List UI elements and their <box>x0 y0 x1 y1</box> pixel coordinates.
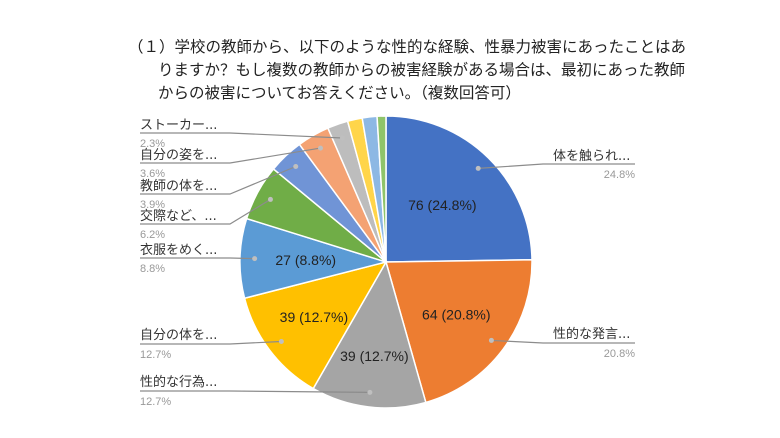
data-label: 39 (12.7%) <box>280 309 348 325</box>
leader-dot <box>317 145 323 151</box>
percent-label: 3.9% <box>140 199 165 211</box>
leader-line <box>140 257 255 260</box>
chart-title: （１）学校の教師から、以下のような性的な経験、性暴力被害にあったことはありますか… <box>128 38 687 102</box>
leader-dot <box>252 256 258 262</box>
leader-dot <box>278 339 284 345</box>
leader-dot <box>475 165 481 171</box>
category-label: 自分の体を... <box>140 328 217 343</box>
category-label: 性的な発言... <box>553 326 630 342</box>
percent-label: 8.8% <box>140 263 165 275</box>
leader-line <box>140 147 321 164</box>
category-label: 体を触られ... <box>553 149 630 164</box>
percent-label: 24.8% <box>604 169 635 181</box>
pie-slice <box>385 258 533 404</box>
category-label: 教師の体を... <box>140 178 217 194</box>
leader-dot <box>293 164 299 170</box>
pie-slice <box>376 115 387 263</box>
leader-line <box>478 163 635 169</box>
data-label: 64 (20.8%) <box>422 306 490 322</box>
category-label: ストーカー... <box>140 118 217 133</box>
leader-dot <box>339 135 345 141</box>
category-label: 自分の姿を... <box>140 147 217 163</box>
percent-label: 12.7% <box>140 349 171 361</box>
percent-label: 20.8% <box>604 348 635 360</box>
category-label: 衣服をめく... <box>140 242 217 258</box>
leader-dot <box>488 337 494 343</box>
pie-slice <box>243 260 388 390</box>
pie-slice <box>385 115 533 263</box>
leader-dot <box>367 389 373 395</box>
leader-line <box>140 340 282 345</box>
data-label: 39 (12.7%) <box>340 348 408 364</box>
data-label: 76 (24.8%) <box>408 197 476 213</box>
category-label: 性的な行為... <box>140 374 217 390</box>
data-label: 27 (8.8%) <box>275 252 336 268</box>
percent-label: 6.2% <box>140 229 165 241</box>
category-label: 交際など、... <box>140 208 217 224</box>
leader-line <box>140 132 343 139</box>
percent-label: 2.3% <box>140 138 165 150</box>
leader-line <box>140 390 370 394</box>
leader-line <box>491 339 635 344</box>
leader-line <box>140 198 271 225</box>
leader-line <box>140 165 296 195</box>
leader-dot <box>267 196 273 202</box>
percent-label: 3.6% <box>140 168 165 180</box>
percent-label: 12.7% <box>140 396 171 408</box>
